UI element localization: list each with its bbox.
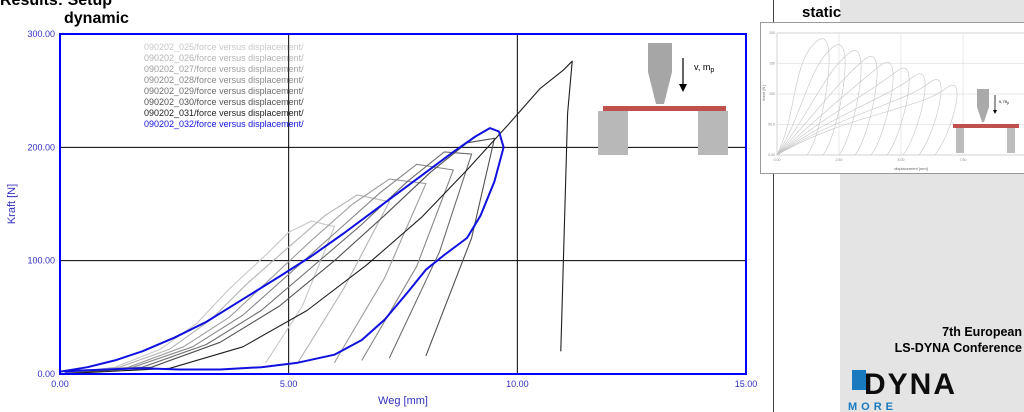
static-x-tick-label: 7.50 — [960, 158, 967, 162]
static-y-tick-label: 100 — [769, 92, 775, 96]
legend-entry-3: 090202_027/force versus displacement/ — [144, 64, 304, 74]
series-line-5 — [59, 151, 473, 375]
static-series-line — [776, 79, 942, 156]
partial-title: Results: Setup — [0, 0, 113, 9]
x-tick-label: 0.00 — [51, 379, 69, 389]
impactor — [648, 43, 672, 104]
static-velocity-mass-label: v, mp — [999, 99, 1009, 105]
static-y-tick-label: 150 — [769, 62, 775, 66]
static-velocity-arrow-head — [993, 110, 997, 114]
static-series-line — [776, 50, 862, 156]
legend-entry-8: 090202_032/force versus displacement/ — [144, 119, 304, 129]
dynamore-logo: DYNA MORE — [848, 368, 957, 412]
plot-frame — [59, 33, 747, 375]
conference-line-2: LS-DYNA Conference — [894, 341, 1022, 355]
series-line-1 — [59, 220, 335, 375]
y-tick-label: 200.00 — [27, 142, 55, 152]
left-support — [598, 111, 628, 155]
static-y-tick-label: 50.0 — [768, 123, 775, 127]
y-axis-label: Kraft [N] — [6, 184, 18, 224]
conference-line-1: 7th European — [942, 325, 1022, 339]
legend-entry-2: 090202_026/force versus displacement/ — [144, 53, 304, 63]
y-tick-label: 0.00 — [37, 369, 55, 379]
static-left-support — [956, 128, 964, 153]
dynamic-chart-title: dynamic — [64, 10, 129, 27]
logo-accent-block — [852, 370, 866, 390]
static-series-line — [776, 67, 910, 156]
series-line-6 — [59, 137, 496, 375]
static-series-line — [776, 44, 846, 156]
logo-wordmark: DYNA — [864, 368, 957, 401]
static-y-tick-label: 200 — [769, 31, 775, 35]
static-series-line — [776, 56, 878, 156]
logo-subtext: MORE — [848, 401, 897, 412]
static-series-line — [776, 73, 926, 156]
y-tick-label: 300.00 — [27, 29, 55, 39]
static-series-line — [776, 38, 830, 156]
static-y-tick-label: 0.00 — [768, 153, 775, 157]
x-tick-label: 15.00 — [735, 379, 758, 389]
test-setup-illustration: v, mp — [598, 43, 728, 155]
panel-divider — [773, 0, 774, 412]
dynamic-chart: 0.00 5.00 10.00 15.00 0.00 100.00 200.00 300.00… — [6, 29, 758, 407]
legend-entry-6: 090202_030/force versus displacement/ — [144, 97, 304, 107]
series-line-4 — [59, 163, 454, 375]
legend-entry-7: 090202_031/force versus displacement/ — [144, 108, 304, 118]
legend-entry-1: 090202_025/force versus displacement/ — [144, 42, 304, 52]
series-line-8 — [59, 127, 505, 373]
static-series-line — [776, 85, 958, 156]
static-chart-title: static — [802, 4, 842, 21]
legend-entry-5: 090202_029/force versus displacement/ — [144, 86, 304, 96]
static-chart-thumbnail: 0.00 2.50 5.00 7.50 0.00 50.0 100 150 200 displa… — [760, 22, 1024, 174]
series-line-2 — [59, 194, 390, 375]
conference-label: 7th European LS-DYNA Conference — [846, 324, 1022, 356]
static-setup-illustration: v, mp — [953, 89, 1019, 153]
x-axis-label: Weg [mm] — [378, 395, 428, 407]
y-tick-label: 100.00 — [27, 256, 55, 266]
series-line-7 — [59, 60, 573, 375]
static-x-tick-label: 2.50 — [836, 158, 843, 162]
specimen-plate — [603, 106, 726, 111]
velocity-mass-label: v, mp — [694, 62, 714, 74]
right-support — [698, 111, 728, 155]
static-x-tick-label: 0.00 — [774, 158, 781, 162]
x-tick-label: 10.00 — [506, 379, 529, 389]
series-line-3 — [59, 178, 427, 375]
static-x-tick-label: 5.00 — [898, 158, 905, 162]
legend-entry-4: 090202_028/force versus displacement/ — [144, 75, 304, 85]
x-tick-label: 5.00 — [280, 379, 298, 389]
velocity-arrow-head — [679, 84, 687, 92]
static-series-line — [776, 61, 894, 156]
static-right-support — [1007, 128, 1015, 153]
static-y-axis-label: force [N] — [761, 85, 766, 100]
static-impactor — [977, 89, 989, 122]
static-specimen-plate — [953, 124, 1019, 128]
static-x-axis-label: displacement [mm] — [894, 166, 928, 171]
